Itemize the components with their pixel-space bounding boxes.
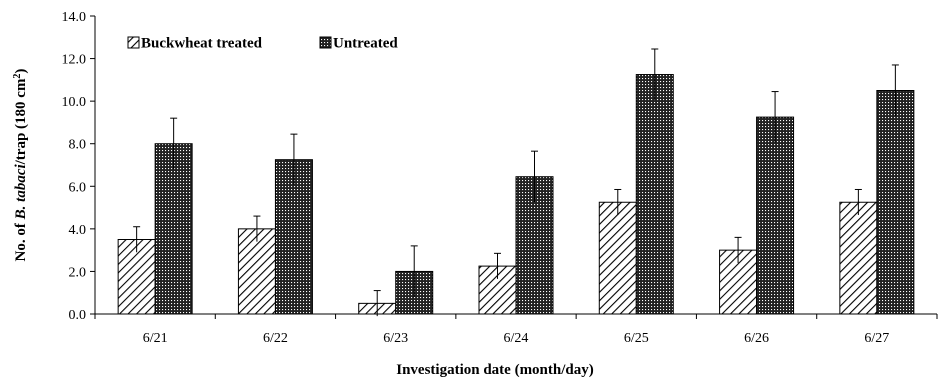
bar-untreated [876,90,915,315]
x-tick-label: 6/26 [744,331,769,346]
y-tick-label: 10.0 [62,95,87,110]
bar-untreated [274,159,313,315]
y-tick-label: 4.0 [69,223,87,238]
y-tick-label: 14.0 [62,10,87,25]
x-tick-label: 6/21 [143,331,168,346]
legend-label-untreated: Untreated [333,36,398,52]
legend: Buckwheat treated Untreated [127,36,398,52]
x-tick-label: 6/27 [864,331,889,346]
y-axis-title-prefix: No. of [13,219,29,261]
x-tick-label: 6/23 [383,331,408,346]
bar-untreated [635,74,674,315]
y-tick-label: 2.0 [69,265,87,280]
y-axis-title-suffix: /trap (180 cm [13,78,29,165]
x-axis-ticks: 6/21 6/22 6/23 6/24 6/25 6/26 6/27 [94,314,938,346]
y-axis-ticks: 0.0 2.0 4.0 6.0 8.0 10.0 12.0 14.0 [62,10,95,323]
x-axis-title: Investigation date (month/day) [396,362,594,378]
y-tick-label: 12.0 [62,53,87,68]
legend-swatch-buckwheat [127,36,140,49]
bars [117,74,915,315]
y-tick-label: 0.0 [69,308,87,323]
bar-buckwheat-treated [598,201,637,315]
y-axis-title-species: B. tabaci [13,164,29,221]
y-axis-title-close: ) [13,69,29,74]
bar-buckwheat-treated [839,201,878,315]
legend-swatch-untreated [319,36,332,49]
y-axis-title-sup: 2 [12,74,23,79]
y-tick-label: 6.0 [69,180,87,195]
y-tick-label: 8.0 [69,138,87,153]
x-tick-label: 6/25 [624,331,649,346]
legend-label-buckwheat: Buckwheat treated [141,36,263,52]
x-tick-label: 6/22 [263,331,288,346]
error-bars [133,48,899,317]
y-axis-title: No. of B. tabaci/trap (180 cm2) [12,69,30,262]
bar-untreated [756,116,795,315]
x-tick-label: 6/24 [504,331,529,346]
